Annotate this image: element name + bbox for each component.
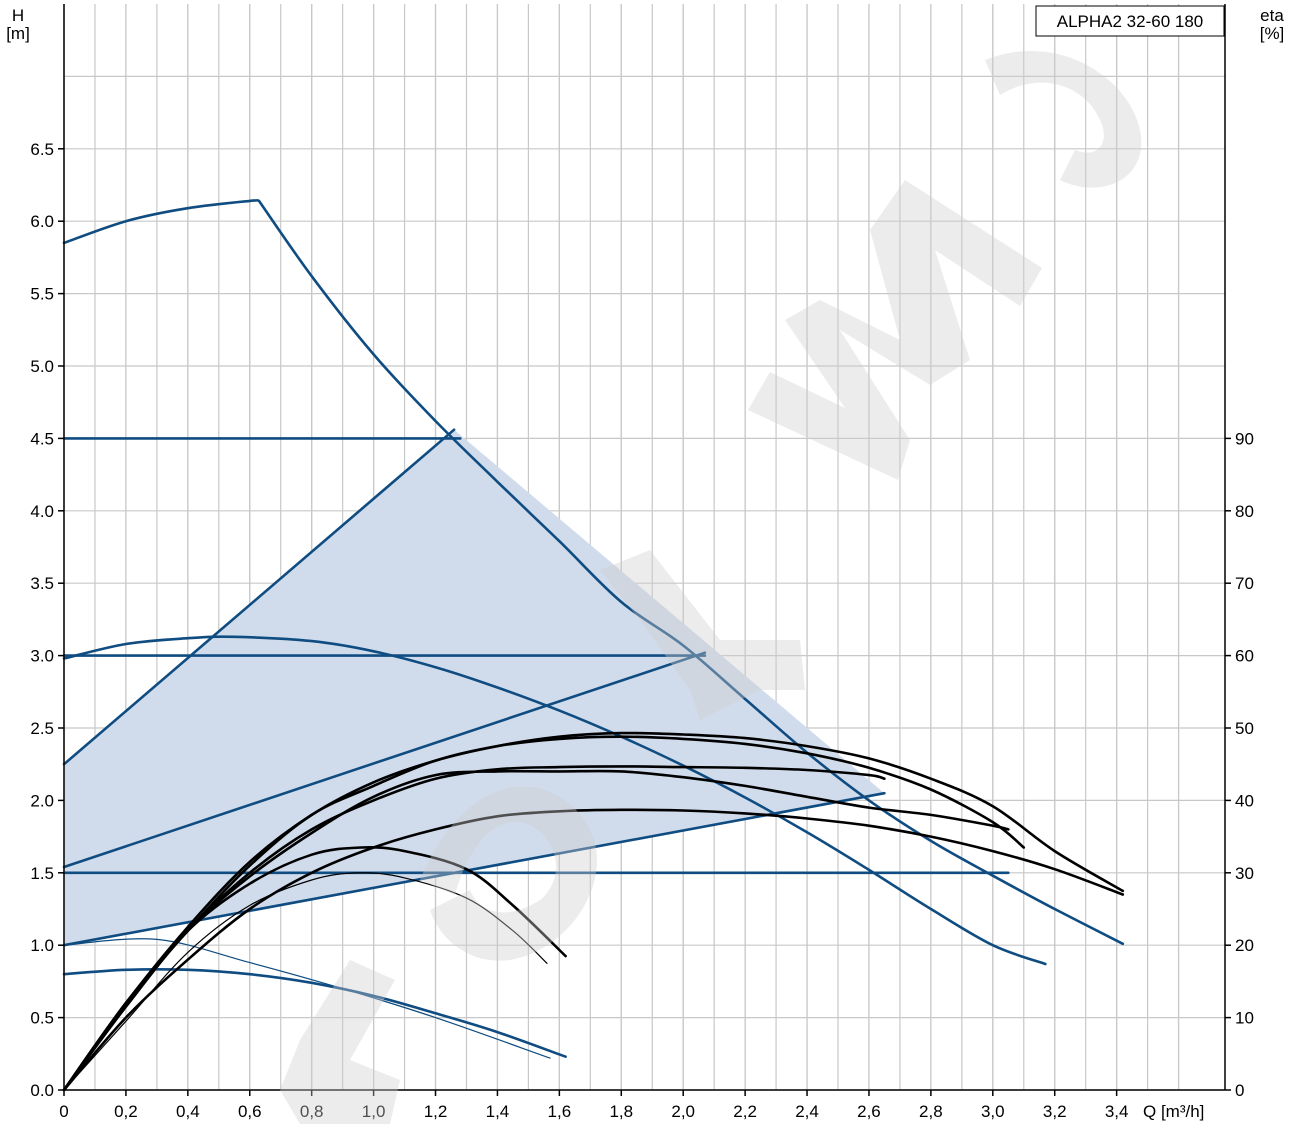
y-axis-left-title: H [m] xyxy=(6,6,30,43)
efficiency-curve-14 xyxy=(62,731,1125,1092)
y-left-tick-label: 3.5 xyxy=(30,574,54,593)
watermark-logo xyxy=(280,50,1142,1124)
y-left-tick-label: 5.5 xyxy=(30,285,54,304)
y-right-tick-label: 50 xyxy=(1235,719,1254,738)
series-group xyxy=(62,199,1125,1092)
y-left-tick-label: 0.0 xyxy=(30,1081,54,1100)
y-left-tick-label: 3.0 xyxy=(30,647,54,666)
grid-lines xyxy=(63,4,1225,1091)
y-left-tick-label: 4.0 xyxy=(30,502,54,521)
efficiency-curve-10 xyxy=(62,808,1125,1092)
watermark-letter-o xyxy=(985,50,1142,188)
x-tick-label: 3,0 xyxy=(981,1102,1005,1121)
axes xyxy=(63,4,1226,1091)
y-left-tick-label: 1.0 xyxy=(30,936,54,955)
chart-title-box xyxy=(1035,5,1225,37)
y-left-tick-label: 4.5 xyxy=(30,429,54,448)
x-tick-label: 2,6 xyxy=(857,1102,881,1121)
x-tick-label: 1,0 xyxy=(362,1102,386,1121)
y-left-tick-label: 1.5 xyxy=(30,864,54,883)
y-right-tick-label: 60 xyxy=(1235,647,1254,666)
y-right-tick-label: 0 xyxy=(1235,1081,1244,1100)
x-tick-label: 1,2 xyxy=(424,1102,448,1121)
tick-labels: 0 0,2 0,4 0,6 0,8 1,0 1,2 1,4 1,6 1,8 2,0 2,2 2,4 2,6… xyxy=(30,140,1254,1121)
y-right-tick-label: 80 xyxy=(1235,502,1254,521)
efficiency-curve-16 xyxy=(63,872,548,1091)
y-left-tick-label: 0.5 xyxy=(30,1009,54,1028)
x-tick-label: 0,2 xyxy=(114,1102,138,1121)
head-curve-7 xyxy=(62,635,1047,966)
watermark-letter-t xyxy=(280,960,400,1124)
y-right-tick-label: 70 xyxy=(1235,574,1254,593)
y-left-tick-label: 2.5 xyxy=(30,719,54,738)
efficiency-curve-15 xyxy=(62,846,567,1092)
head-curve-5 xyxy=(62,651,707,869)
x-tick-label: 0 xyxy=(59,1102,68,1121)
x-tick-label: 0,6 xyxy=(238,1102,262,1121)
operating-range-area xyxy=(64,429,885,946)
head-curve-4 xyxy=(62,428,456,766)
y-left-tick-label: 6.0 xyxy=(30,212,54,231)
y-right-tick-label: 40 xyxy=(1235,791,1254,810)
y-right-tick-label: 90 xyxy=(1235,429,1254,448)
head-curve-0 xyxy=(62,199,1125,946)
x-tick-label: 2,8 xyxy=(919,1102,943,1121)
y-left-tick-label: 5.0 xyxy=(30,357,54,376)
x-tick-label: 2,4 xyxy=(795,1102,819,1121)
x-tick-label: 3,2 xyxy=(1043,1102,1067,1121)
chart-title: ALPHA2 32-60 180 xyxy=(1057,12,1204,31)
x-tick-label: 1,6 xyxy=(548,1102,572,1121)
y-right-tick-label: 10 xyxy=(1235,1009,1254,1028)
x-tick-label: 2,2 xyxy=(733,1102,757,1121)
y-right-tick-label: 30 xyxy=(1235,864,1254,883)
x-axis-title: Q [m³/h] xyxy=(1143,1102,1204,1121)
x-tick-label: 1,8 xyxy=(609,1102,633,1121)
x-tick-label: 0,4 xyxy=(176,1102,200,1121)
head-curve-9 xyxy=(63,938,551,1059)
watermark-letter-r xyxy=(600,550,805,720)
y-right-tick-label: 20 xyxy=(1235,936,1254,955)
x-tick-label: 1,4 xyxy=(486,1102,510,1121)
watermark-letter-o2 xyxy=(420,786,598,961)
head-curve-8 xyxy=(62,967,567,1058)
x-tick-label: 3,4 xyxy=(1105,1102,1129,1121)
x-tick-label: 2,0 xyxy=(671,1102,695,1121)
y-left-tick-label: 6.5 xyxy=(30,140,54,159)
y-axis-right-title: eta [%] xyxy=(1260,6,1285,43)
x-tick-label: 0,8 xyxy=(300,1102,324,1121)
watermark-letter-m xyxy=(748,180,1042,480)
y-left-tick-label: 2.0 xyxy=(30,791,54,810)
